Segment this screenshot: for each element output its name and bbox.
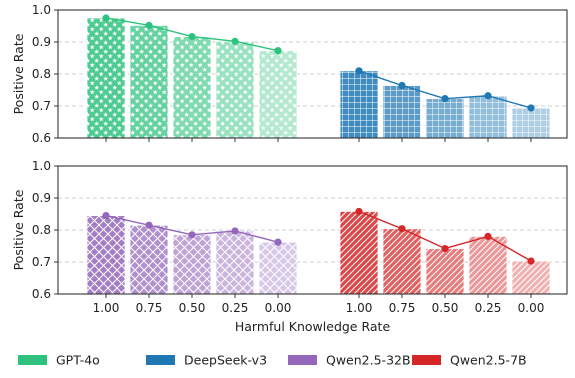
y-tick-label: 0.7 <box>32 99 51 113</box>
bar-hatch <box>339 211 379 295</box>
data-point <box>188 32 196 41</box>
data-point <box>527 104 535 112</box>
y-tick-label: 1.0 <box>32 159 51 173</box>
data-point <box>398 225 406 233</box>
x-tick-label: 0.00 <box>265 301 292 315</box>
bar-hatch <box>129 224 169 295</box>
y-tick-label: 0.9 <box>32 191 51 205</box>
bar-hatch <box>172 234 212 295</box>
data-point <box>484 232 492 240</box>
legend: GPT-4o DeepSeek-v3 Qwen2.5-32B Qwen2.5-7B <box>18 353 527 368</box>
y-tick-label: 0.6 <box>32 287 51 301</box>
series-deepseek-v3 <box>339 67 551 139</box>
series-qwen2-5-7b <box>339 207 551 295</box>
x-tick-label: 0.00 <box>518 301 545 315</box>
bar-hatch <box>86 17 126 139</box>
series-gpt-4o <box>86 14 298 139</box>
bar-hatch <box>215 40 255 139</box>
legend-swatch <box>412 355 441 365</box>
x-tick-label: 0.75 <box>136 301 163 315</box>
legend-label: Qwen2.5-32B <box>326 353 411 368</box>
y-tick-label: 0.8 <box>32 223 51 237</box>
data-point <box>355 67 363 75</box>
series-qwen2-5-32b <box>86 212 298 295</box>
x-tick-label: 0.50 <box>432 301 459 315</box>
x-tick-label: 0.25 <box>222 301 249 315</box>
data-point <box>231 37 239 45</box>
bar-hatch <box>511 107 551 139</box>
bar-hatch <box>382 85 422 139</box>
top-panel-frame <box>57 9 568 139</box>
data-point <box>527 257 535 265</box>
bar-hatch <box>468 95 508 139</box>
legend-swatch <box>146 355 175 365</box>
bar-hatch <box>86 215 126 295</box>
bar-hatch <box>425 98 465 139</box>
y-tick-label: 1.0 <box>32 3 51 17</box>
y-tick-label: 0.7 <box>32 255 51 269</box>
legend-swatch <box>288 355 317 365</box>
x-tick-label: 1.00 <box>93 301 120 315</box>
data-point <box>441 244 449 253</box>
bar-hatch <box>258 241 298 295</box>
data-point <box>274 238 282 246</box>
y-tick-label: 0.6 <box>32 131 51 145</box>
data-point <box>102 212 110 220</box>
data-point <box>274 47 282 55</box>
y-axis-label: Positive Rate <box>11 189 26 270</box>
data-point <box>398 81 406 90</box>
data-point <box>188 231 196 239</box>
bar-hatch <box>339 70 379 139</box>
legend-label: Qwen2.5-7B <box>450 353 527 368</box>
data-point <box>102 14 110 22</box>
data-point <box>231 227 239 235</box>
bar-hatch <box>215 230 255 295</box>
x-axis-label: Harmful Knowledge Rate <box>235 319 391 334</box>
x-tick-label: 0.25 <box>475 301 502 315</box>
bar-hatch <box>425 248 465 295</box>
bar-hatch <box>258 50 298 139</box>
data-point <box>441 95 449 103</box>
legend-label: DeepSeek-v3 <box>184 353 267 368</box>
bar-hatch <box>382 228 422 295</box>
bar-hatch <box>511 260 551 295</box>
x-tick-label: 0.50 <box>179 301 206 315</box>
legend-label: GPT-4o <box>56 353 100 368</box>
bar-hatch <box>129 24 169 139</box>
x-tick-label: 1.00 <box>346 301 373 315</box>
bottom-panel-frame <box>57 165 568 295</box>
data-point <box>484 92 492 100</box>
data-point <box>145 221 153 229</box>
data-point <box>145 21 153 29</box>
y-axis-label: Positive Rate <box>11 33 26 114</box>
bar-hatch <box>172 36 212 139</box>
data-point <box>355 207 363 216</box>
y-tick-label: 0.9 <box>32 35 51 49</box>
legend-swatch <box>18 355 47 365</box>
bar-hatch <box>468 235 508 295</box>
x-tick-label: 0.75 <box>389 301 416 315</box>
y-tick-label: 0.8 <box>32 67 51 81</box>
